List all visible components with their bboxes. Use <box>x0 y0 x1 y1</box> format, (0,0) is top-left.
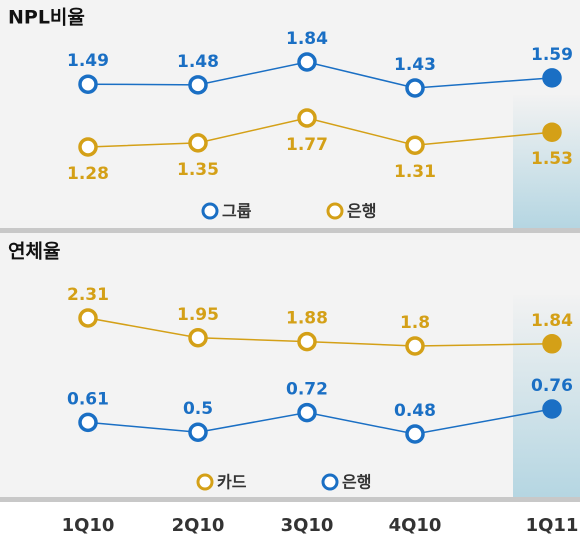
marker <box>405 424 425 444</box>
data-label: 0.72 <box>286 380 328 400</box>
data-label: 1.84 <box>531 311 573 331</box>
marker <box>78 137 98 157</box>
marker <box>297 52 317 72</box>
divider <box>0 228 580 233</box>
marker <box>188 422 208 442</box>
data-label: 1.95 <box>177 305 219 325</box>
data-label: 1.88 <box>286 309 328 329</box>
marker <box>78 308 98 328</box>
highlight-column <box>513 295 580 497</box>
data-label: 1.49 <box>67 51 109 71</box>
panel-background <box>0 233 580 497</box>
x-tick-label: 1Q11 <box>526 515 579 536</box>
marker <box>405 78 425 98</box>
x-tick-label: 3Q10 <box>281 515 334 536</box>
data-label: 0.48 <box>394 401 436 421</box>
marker <box>297 108 317 128</box>
marker <box>542 68 562 88</box>
marker <box>297 331 317 352</box>
x-tick-label: 2Q10 <box>172 515 225 536</box>
marker <box>78 74 98 94</box>
marker <box>188 133 208 153</box>
legend-marker <box>321 473 339 491</box>
data-label: 1.43 <box>394 55 436 75</box>
marker <box>405 135 425 155</box>
legend-marker <box>201 202 219 220</box>
highlight-column <box>513 95 580 228</box>
x-tick-label: 4Q10 <box>389 515 442 536</box>
marker <box>188 328 208 348</box>
legend-label: 은행 <box>347 202 376 221</box>
marker <box>78 412 98 433</box>
data-label: 1.48 <box>177 52 219 72</box>
data-label: 1.31 <box>394 162 436 182</box>
legend-marker <box>326 202 344 220</box>
chart-title: NPL비율 <box>8 7 85 29</box>
legend-marker <box>196 473 214 491</box>
data-label: 1.53 <box>531 149 573 169</box>
legend-label: 은행 <box>342 473 371 492</box>
marker <box>542 399 562 419</box>
data-label: 0.61 <box>67 389 109 409</box>
data-label: 1.35 <box>177 160 219 180</box>
marker <box>297 402 317 423</box>
data-label: 1.59 <box>531 45 573 65</box>
legend-label: 그룹 <box>222 202 252 221</box>
data-label: 0.5 <box>183 399 213 419</box>
data-label: 1.84 <box>286 29 328 49</box>
chart-title: 연체율 <box>8 241 60 263</box>
data-label: 0.76 <box>531 376 573 396</box>
data-label: 2.31 <box>67 285 109 305</box>
divider <box>0 497 580 502</box>
marker <box>405 336 425 356</box>
marker <box>188 75 208 95</box>
x-tick-label: 1Q10 <box>62 515 115 536</box>
data-label: 1.8 <box>400 313 430 333</box>
marker <box>542 334 562 354</box>
marker <box>542 122 562 142</box>
legend-label: 카드 <box>217 473 247 492</box>
data-label: 1.77 <box>286 135 328 155</box>
data-label: 1.28 <box>67 164 109 184</box>
panel-background <box>0 0 580 228</box>
